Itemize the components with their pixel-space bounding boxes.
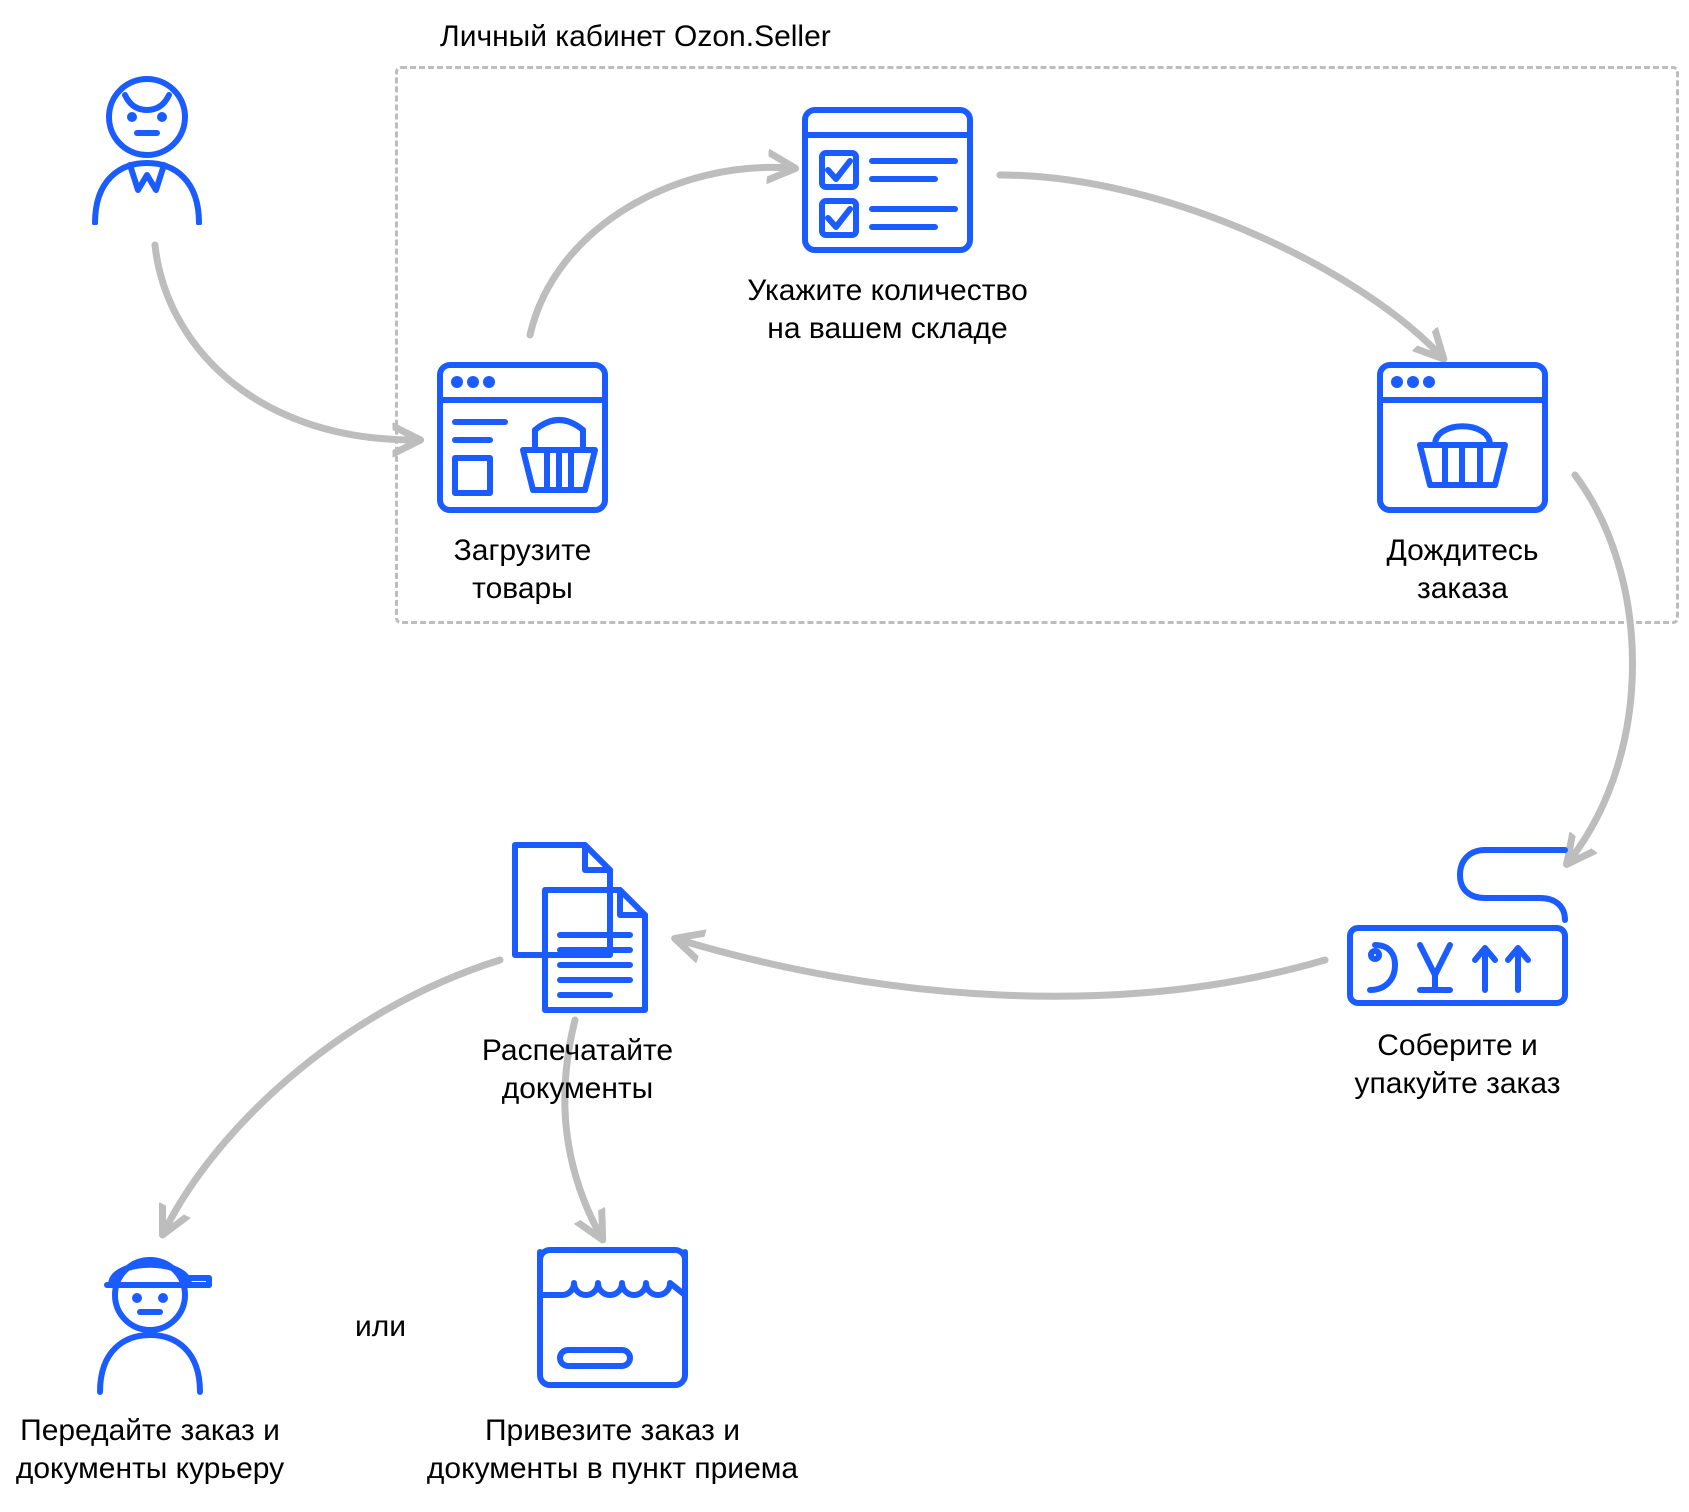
or-label: или — [355, 1310, 406, 1344]
node-label-wait: Дождитесь заказа — [1386, 532, 1538, 607]
node-label-quantity: Укажите количество на вашем складе — [747, 272, 1028, 347]
node-print: Распечатайте документы — [500, 840, 655, 1107]
courier-icon — [85, 1240, 215, 1400]
box-labels-icon — [1340, 840, 1575, 1015]
node-label-pack: Соберите и упакуйте заказ — [1355, 1027, 1561, 1102]
browser-cart-icon — [435, 360, 610, 520]
seller-cabinet-title: Личный кабинет Ozon.Seller — [440, 20, 831, 54]
node-label-upload: Загрузите товары — [454, 532, 592, 607]
node-pack: Соберите и упакуйте заказ — [1340, 840, 1575, 1102]
node-pickup: Привезите заказ и документы в пункт прие… — [530, 1240, 695, 1487]
arrow-user-to-upload — [155, 245, 415, 440]
browser-basket-icon — [1375, 360, 1550, 520]
documents-icon — [500, 840, 655, 1020]
checklist-icon — [800, 105, 975, 260]
flowchart-canvas: Личный кабинет Ozon.Seller — [0, 0, 1689, 1512]
node-label-pickup: Привезите заказ и документы в пункт прие… — [427, 1412, 798, 1487]
arrow-print-to-courier — [165, 960, 500, 1230]
node-label-print: Распечатайте документы — [482, 1032, 673, 1107]
node-quantity: Укажите количество на вашем складе — [800, 105, 975, 347]
node-upload: Загрузите товары — [435, 360, 610, 607]
node-label-courier: Передайте заказ и документы курьеру — [16, 1412, 284, 1487]
storefront-icon — [530, 1240, 695, 1400]
person-icon — [80, 75, 215, 230]
node-wait: Дождитесь заказа — [1375, 360, 1550, 607]
arrow-pack-to-print — [680, 940, 1325, 996]
node-user — [80, 75, 215, 230]
node-courier: Передайте заказ и документы курьеру — [85, 1240, 215, 1487]
